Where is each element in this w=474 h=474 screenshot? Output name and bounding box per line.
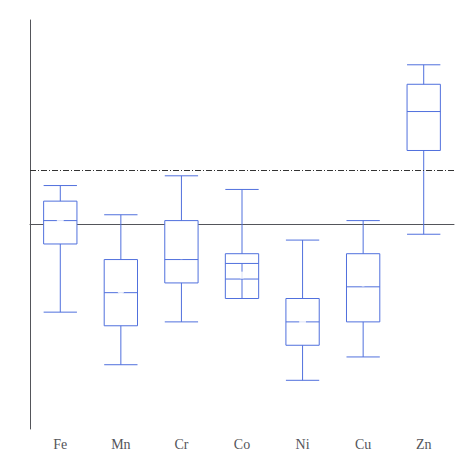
svg-text:Co: Co: [234, 437, 250, 452]
svg-text:Cr: Cr: [174, 437, 188, 452]
svg-text:Zn: Zn: [416, 437, 432, 452]
svg-text:Mn: Mn: [111, 437, 130, 452]
svg-text:Fe: Fe: [53, 437, 67, 452]
svg-text:Cu: Cu: [355, 437, 371, 452]
svg-text:Ni: Ni: [296, 437, 310, 452]
